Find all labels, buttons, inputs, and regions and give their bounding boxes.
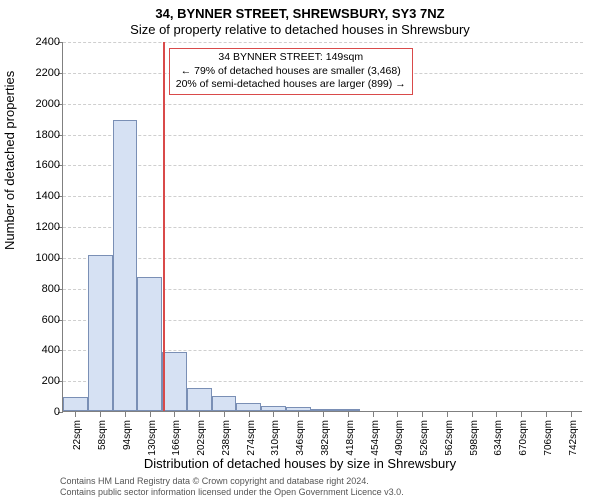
- gridline: [63, 196, 583, 197]
- x-tick-label: 94sqm: [122, 420, 133, 460]
- x-tick-label: 490sqm: [394, 420, 405, 460]
- x-tick-mark: [150, 412, 151, 417]
- histogram-bar: [88, 255, 113, 411]
- x-tick-label: 274sqm: [246, 420, 257, 460]
- x-tick-label: 382sqm: [320, 420, 331, 460]
- x-tick-label: 670sqm: [518, 420, 529, 460]
- x-tick-mark: [199, 412, 200, 417]
- x-tick-label: 202sqm: [196, 420, 207, 460]
- gridline: [63, 165, 583, 166]
- annotation-line1: 34 BYNNER STREET: 149sqm: [176, 51, 406, 65]
- y-tick-label: 400: [24, 344, 60, 356]
- annotation-line3: 20% of semi-detached houses are larger (…: [176, 78, 406, 92]
- y-tick-label: 1200: [24, 221, 60, 233]
- x-tick-label: 310sqm: [270, 420, 281, 460]
- x-tick-label: 418sqm: [345, 420, 356, 460]
- footer-attribution: Contains HM Land Registry data © Crown c…: [60, 476, 404, 498]
- x-tick-mark: [323, 412, 324, 417]
- histogram-bar: [137, 277, 162, 411]
- y-tick-label: 2000: [24, 98, 60, 110]
- x-tick-mark: [521, 412, 522, 417]
- y-tick-label: 1800: [24, 129, 60, 141]
- y-tick-label: 2400: [24, 36, 60, 48]
- x-tick-label: 130sqm: [147, 420, 158, 460]
- x-tick-mark: [125, 412, 126, 417]
- histogram-bar: [212, 396, 237, 411]
- histogram-bar: [63, 397, 88, 411]
- x-tick-mark: [224, 412, 225, 417]
- x-tick-mark: [546, 412, 547, 417]
- x-tick-label: 634sqm: [493, 420, 504, 460]
- chart-title-sub: Size of property relative to detached ho…: [0, 22, 600, 37]
- x-tick-label: 454sqm: [370, 420, 381, 460]
- histogram-bar: [286, 407, 311, 411]
- x-tick-label: 58sqm: [97, 420, 108, 460]
- gridline: [63, 135, 583, 136]
- y-tick-label: 200: [24, 375, 60, 387]
- y-tick-label: 2200: [24, 67, 60, 79]
- footer-line2: Contains public sector information licen…: [60, 487, 404, 498]
- x-tick-mark: [298, 412, 299, 417]
- annotation-line2: ← 79% of detached houses are smaller (3,…: [176, 65, 406, 79]
- y-tick-label: 1400: [24, 190, 60, 202]
- x-tick-mark: [496, 412, 497, 417]
- histogram-bar: [261, 406, 286, 411]
- x-tick-label: 346sqm: [295, 420, 306, 460]
- y-tick-label: 800: [24, 283, 60, 295]
- histogram-bar: [311, 409, 336, 411]
- gridline: [63, 104, 583, 105]
- x-tick-mark: [571, 412, 572, 417]
- footer-line1: Contains HM Land Registry data © Crown c…: [60, 476, 404, 487]
- x-tick-label: 22sqm: [72, 420, 83, 460]
- histogram-bar: [187, 388, 212, 411]
- x-tick-mark: [373, 412, 374, 417]
- x-tick-mark: [75, 412, 76, 417]
- y-tick-label: 1600: [24, 159, 60, 171]
- x-tick-label: 742sqm: [568, 420, 579, 460]
- x-tick-mark: [174, 412, 175, 417]
- x-tick-label: 238sqm: [221, 420, 232, 460]
- x-tick-label: 598sqm: [469, 420, 480, 460]
- x-tick-mark: [249, 412, 250, 417]
- x-tick-mark: [348, 412, 349, 417]
- y-tick-label: 0: [24, 406, 60, 418]
- chart-title-main: 34, BYNNER STREET, SHREWSBURY, SY3 7NZ: [0, 6, 600, 21]
- y-tick-label: 600: [24, 314, 60, 326]
- histogram-bar: [113, 120, 138, 411]
- gridline: [63, 42, 583, 43]
- x-tick-mark: [472, 412, 473, 417]
- x-tick-mark: [447, 412, 448, 417]
- histogram-bar: [335, 409, 360, 411]
- gridline: [63, 227, 583, 228]
- x-tick-mark: [100, 412, 101, 417]
- property-marker-line: [163, 42, 165, 411]
- annotation-box: 34 BYNNER STREET: 149sqm← 79% of detache…: [169, 48, 413, 95]
- x-tick-mark: [422, 412, 423, 417]
- x-tick-label: 166sqm: [171, 420, 182, 460]
- x-tick-label: 562sqm: [444, 420, 455, 460]
- gridline: [63, 258, 583, 259]
- y-tick-label: 1000: [24, 252, 60, 264]
- histogram-bar: [236, 403, 261, 411]
- x-tick-mark: [397, 412, 398, 417]
- x-tick-label: 526sqm: [419, 420, 430, 460]
- y-axis-label: Number of detached properties: [2, 71, 17, 250]
- x-tick-mark: [273, 412, 274, 417]
- histogram-bar: [162, 352, 187, 411]
- plot-area: 34 BYNNER STREET: 149sqm← 79% of detache…: [62, 42, 582, 412]
- x-tick-label: 706sqm: [543, 420, 554, 460]
